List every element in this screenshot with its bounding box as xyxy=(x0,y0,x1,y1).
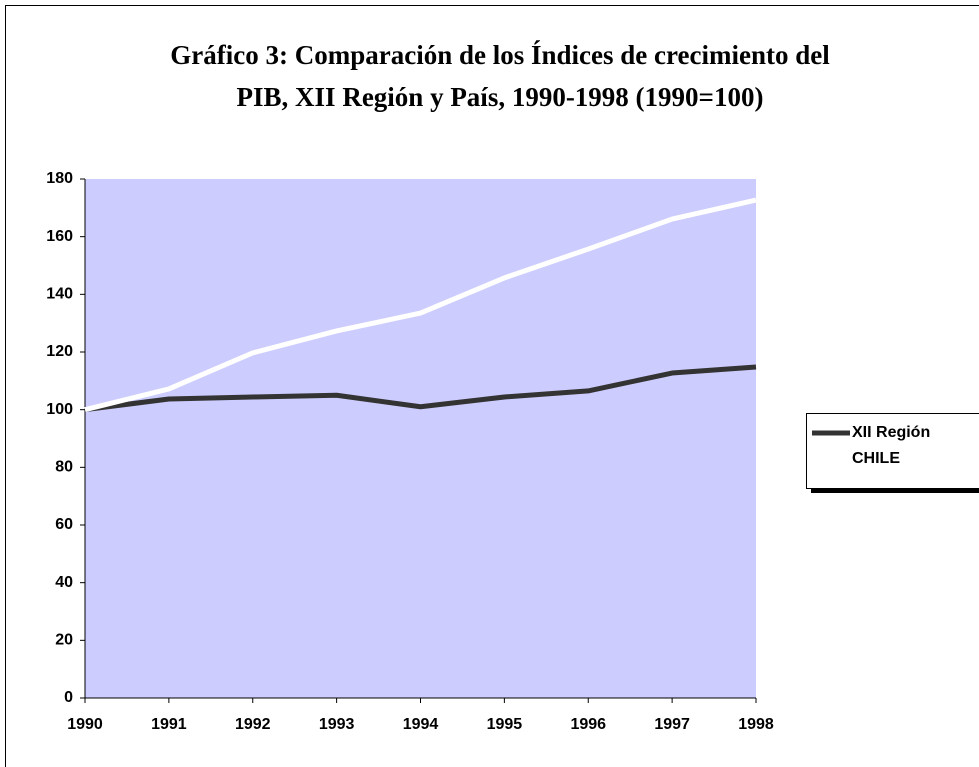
x-tick-label: 1994 xyxy=(403,716,439,733)
y-tick-label: 160 xyxy=(46,228,73,245)
series-line xyxy=(84,364,757,413)
x-tick-label: 1996 xyxy=(570,716,606,733)
x-tick-label: 1990 xyxy=(67,716,103,733)
x-tick-label: 1995 xyxy=(487,716,523,733)
y-tick-label: 0 xyxy=(64,689,73,706)
chart-title: Gráfico 3: Comparación de los Índices de… xyxy=(170,40,830,112)
y-tick-label: 80 xyxy=(55,459,73,476)
y-tick-label: 40 xyxy=(55,574,73,591)
y-tick-label: 120 xyxy=(46,343,73,360)
x-tick-label: 1997 xyxy=(654,716,690,733)
y-tick-label: 140 xyxy=(46,286,73,303)
legend-label: XII Región xyxy=(852,424,930,441)
legend xyxy=(806,413,979,489)
x-tick-label: 1998 xyxy=(738,716,774,733)
y-tick-label: 20 xyxy=(55,632,73,649)
y-tick-label: 100 xyxy=(46,401,73,418)
plot-area xyxy=(85,179,756,698)
x-tick-label: 1992 xyxy=(235,716,271,733)
x-tick-label: 1993 xyxy=(319,716,355,733)
legend-label: CHILE xyxy=(852,450,900,467)
y-tick-label: 180 xyxy=(46,170,73,187)
series-line xyxy=(84,197,757,413)
y-tick-label: 60 xyxy=(55,516,73,533)
x-tick-label: 1991 xyxy=(151,716,187,733)
